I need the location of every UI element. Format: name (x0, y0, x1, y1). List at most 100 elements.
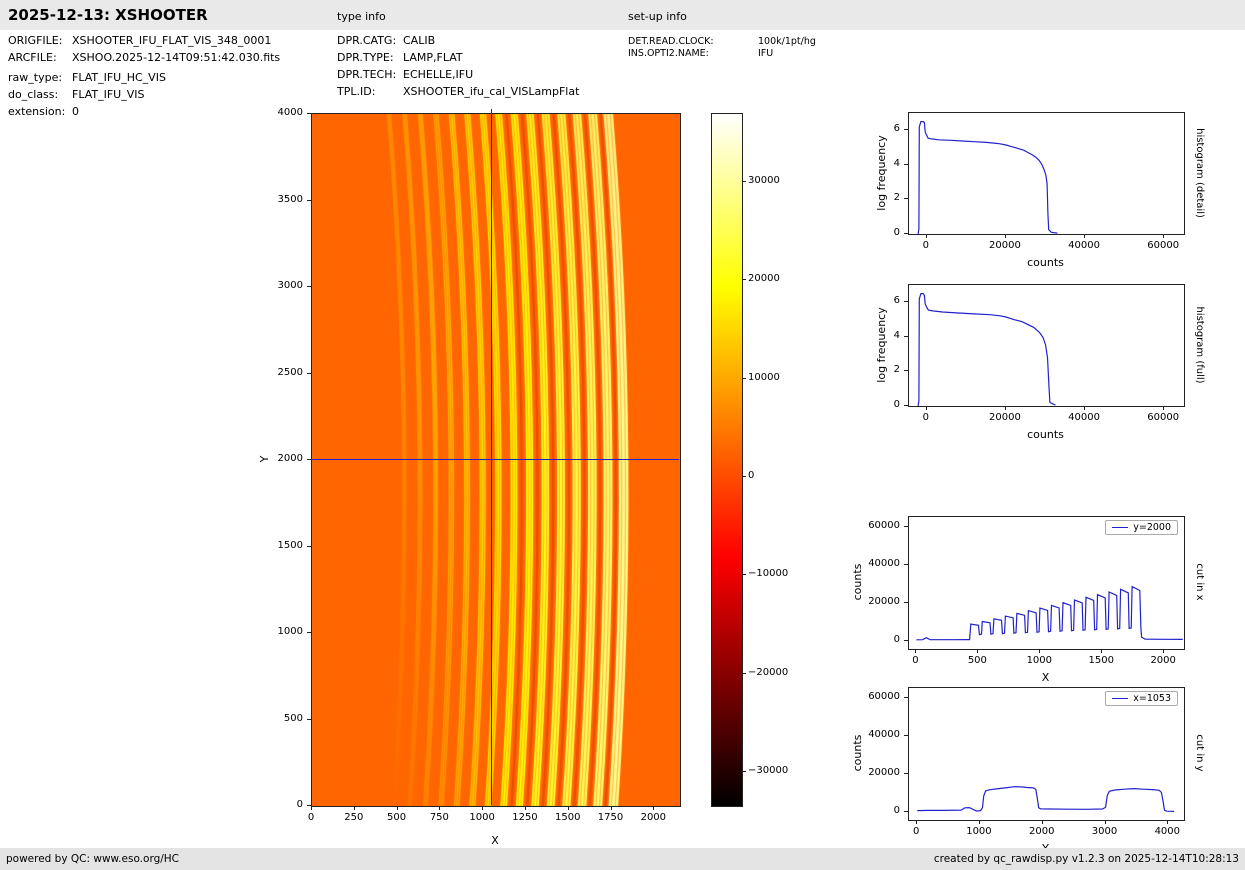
right-axis-label: histogram (full) (1194, 305, 1205, 384)
x-tick-label: 20000 (989, 240, 1021, 251)
y-tick (904, 198, 908, 200)
x-tick (1004, 406, 1006, 410)
main_image-frame (311, 113, 681, 807)
y-tick (904, 773, 908, 775)
x-tick-label: 60000 (1147, 240, 1180, 251)
meta-value: XSHOOTER_ifu_cal_VISLampFlat (403, 85, 580, 98)
colorbar-tick (742, 475, 746, 477)
meta-row: DPR.TECH: ECHELLE,IFU (337, 68, 617, 85)
meta-label: extension: (8, 105, 66, 118)
crosshair-vertical (491, 109, 493, 805)
x-tick-label: 1500 (555, 812, 581, 823)
x-tick-label: 0 (922, 412, 929, 423)
x-axis-label: X (491, 834, 499, 847)
hist_full-line (917, 293, 1056, 406)
y-tick-label: 60000 (868, 519, 900, 531)
x-tick-label: 4000 (1154, 826, 1181, 837)
cut_y-frame (908, 687, 1185, 821)
meta-row: DPR.TYPE: LAMP,FLAT (337, 51, 617, 68)
colorbar-tick-label: −20000 (748, 666, 789, 678)
y-tick-label: 0 (296, 799, 303, 810)
right-axis-label: cut in y (1194, 734, 1205, 772)
x-tick-label: 40000 (1068, 240, 1100, 251)
x-tick-label: 1000 (1026, 655, 1053, 666)
meta-row: extension: 0 (8, 105, 328, 122)
y-tick-label: 0 (893, 634, 900, 646)
x-tick (567, 806, 569, 810)
x-tick (1101, 649, 1103, 653)
meta-row: TPL.ID: XSHOOTER_ifu_cal_VISLampFlat (337, 85, 617, 102)
page-title: 2025-12-13: XSHOOTER (8, 6, 208, 24)
meta-label: do_class: (8, 88, 59, 101)
x-tick-label: 1000 (469, 812, 495, 823)
legend-line (1112, 698, 1129, 699)
y-tick-label: 2000 (277, 453, 303, 464)
cut_x-frame (908, 516, 1185, 650)
x-tick (1041, 820, 1043, 824)
y-tick-label: 4 (893, 329, 900, 341)
type-info-block: DPR.CATG: CALIB DPR.TYPE: LAMP,FLAT DPR.TE… (337, 34, 617, 102)
main-image-canvas (312, 114, 680, 806)
y-tick (307, 545, 311, 547)
header-bar: 2025-12-13: XSHOOTER type info set-up in… (0, 0, 1245, 30)
y-tick (307, 632, 311, 633)
y-tick (307, 199, 311, 201)
meta-row: ARCFILE: XSHOO.2025-12-14T09:51:42.030.fi… (8, 51, 328, 68)
right-axis-label: histogram (detail) (1194, 127, 1205, 218)
y-tick-label: 2 (893, 364, 900, 376)
x-tick-label: 0 (307, 812, 315, 823)
x-tick (1084, 234, 1086, 238)
x-tick-label: 2000 (640, 812, 667, 823)
y-tick (904, 525, 908, 527)
x-axis-label: counts (1027, 428, 1064, 441)
x-tick-label: 60000 (1147, 412, 1180, 423)
x-tick-label: 500 (967, 655, 987, 666)
x-tick (1163, 649, 1165, 653)
x-tick (311, 806, 312, 810)
legend-line (1112, 527, 1129, 528)
hist_detail-line (917, 121, 1058, 234)
colorbar-tick-label: 30000 (748, 174, 780, 186)
colorbar-tick (742, 672, 746, 674)
colorbar-tick (742, 279, 746, 281)
x-tick (977, 649, 979, 653)
y-tick (307, 113, 311, 114)
x-tick-label: 40000 (1068, 412, 1100, 423)
x-tick-label: 2000 (1028, 826, 1055, 837)
hist_full-frame (908, 284, 1185, 407)
y-axis-label: counts (851, 734, 864, 772)
y-tick (904, 602, 908, 604)
colorbar-tick (742, 574, 746, 576)
y-tick (904, 734, 908, 736)
y-tick (904, 301, 908, 303)
meta-row: raw_type: FLAT_IFU_HC_VIS (8, 71, 328, 88)
x-tick (916, 820, 918, 824)
meta-label: DPR.TECH: (337, 68, 397, 81)
y-axis-label: log frequency (875, 306, 888, 383)
x-axis-label: X (1041, 671, 1050, 684)
meta-value: IFU (758, 48, 774, 59)
y-tick-label: 0 (893, 227, 900, 238)
x-tick-label: 250 (344, 812, 364, 823)
meta-row: DPR.CATG: CALIB (337, 34, 617, 51)
meta-value: XSHOO.2025-12-14T09:51:42.030.fits (72, 51, 281, 64)
meta-label: ARCFILE: (8, 51, 57, 64)
x-tick (1084, 406, 1086, 410)
x-tick-label: 0 (922, 240, 929, 251)
x-tick (925, 234, 927, 238)
x-tick (524, 806, 526, 810)
x-tick (1167, 820, 1169, 824)
y-tick-label: 1500 (277, 539, 303, 551)
y-tick-label: 3000 (277, 280, 303, 291)
colorbar-tick-label: 10000 (748, 371, 780, 383)
y-tick (307, 286, 311, 287)
crosshair-horizontal (311, 459, 679, 460)
y-tick (307, 718, 311, 720)
y-tick (904, 811, 908, 813)
x-tick-label: 750 (429, 812, 449, 823)
y-axis-label: counts (851, 563, 864, 601)
y-tick (904, 405, 908, 406)
meta-label: ORIGFILE: (8, 34, 63, 47)
